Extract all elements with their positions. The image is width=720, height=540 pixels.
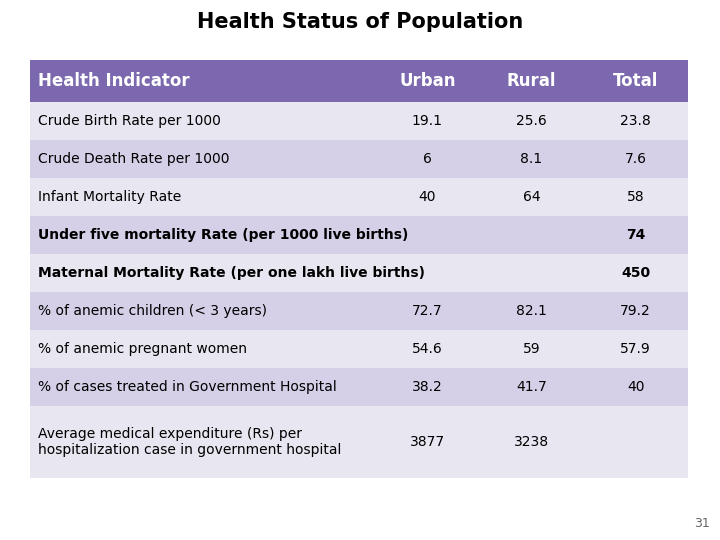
Bar (30, 60, 375, 102)
Text: 54.6: 54.6 (412, 342, 443, 356)
Text: 6: 6 (423, 152, 432, 166)
Bar (375, 60, 480, 102)
Text: 450: 450 (621, 266, 650, 280)
Bar (583, 330, 688, 368)
Bar (583, 368, 688, 406)
Bar (480, 406, 583, 478)
Bar (375, 178, 480, 216)
Bar (480, 178, 583, 216)
Text: % of anemic children (< 3 years): % of anemic children (< 3 years) (38, 304, 267, 318)
Text: Health Indicator: Health Indicator (38, 72, 189, 90)
Bar (583, 292, 688, 330)
Bar (30, 216, 375, 254)
Text: Rural: Rural (507, 72, 556, 90)
Text: 40: 40 (627, 380, 644, 394)
Bar (375, 406, 480, 478)
Text: 23.8: 23.8 (621, 114, 651, 128)
Bar (583, 254, 688, 292)
Text: Under five mortality Rate (per 1000 live births): Under five mortality Rate (per 1000 live… (38, 228, 408, 242)
Text: 31: 31 (694, 517, 710, 530)
Bar (30, 406, 375, 478)
Text: 3877: 3877 (410, 435, 445, 449)
Text: 19.1: 19.1 (412, 114, 443, 128)
Text: 25.6: 25.6 (516, 114, 546, 128)
Bar (583, 102, 688, 140)
Text: 64: 64 (523, 190, 540, 204)
Text: 8.1: 8.1 (521, 152, 542, 166)
Text: 82.1: 82.1 (516, 304, 546, 318)
Text: Crude Birth Rate per 1000: Crude Birth Rate per 1000 (38, 114, 221, 128)
Text: 57.9: 57.9 (621, 342, 651, 356)
Text: 74: 74 (626, 228, 645, 242)
Bar (583, 406, 688, 478)
Bar (30, 178, 375, 216)
Text: Infant Mortality Rate: Infant Mortality Rate (38, 190, 181, 204)
Bar (480, 102, 583, 140)
Text: 41.7: 41.7 (516, 380, 546, 394)
Bar (583, 216, 688, 254)
Text: 58: 58 (627, 190, 644, 204)
Text: 38.2: 38.2 (412, 380, 443, 394)
Text: 7.6: 7.6 (625, 152, 647, 166)
Bar (375, 368, 480, 406)
Bar (375, 140, 480, 178)
Text: Health Status of Population: Health Status of Population (197, 12, 523, 32)
Bar (480, 60, 583, 102)
Bar (480, 292, 583, 330)
Text: Crude Death Rate per 1000: Crude Death Rate per 1000 (38, 152, 230, 166)
Text: 59: 59 (523, 342, 540, 356)
Bar (375, 254, 480, 292)
Bar (30, 140, 375, 178)
Bar (375, 330, 480, 368)
Bar (375, 292, 480, 330)
Text: % of anemic pregnant women: % of anemic pregnant women (38, 342, 247, 356)
Bar (480, 216, 583, 254)
Bar (30, 102, 375, 140)
Bar (480, 254, 583, 292)
Bar (480, 330, 583, 368)
Text: 72.7: 72.7 (412, 304, 443, 318)
Text: Maternal Mortality Rate (per one lakh live births): Maternal Mortality Rate (per one lakh li… (38, 266, 425, 280)
Bar (480, 140, 583, 178)
Text: Average medical expenditure (Rs) per
hospitalization case in government hospital: Average medical expenditure (Rs) per hos… (38, 427, 341, 457)
Bar (30, 368, 375, 406)
Bar (583, 60, 688, 102)
Text: Urban: Urban (399, 72, 456, 90)
Text: % of cases treated in Government Hospital: % of cases treated in Government Hospita… (38, 380, 337, 394)
Text: 79.2: 79.2 (621, 304, 651, 318)
Bar (583, 178, 688, 216)
Bar (30, 292, 375, 330)
Bar (30, 254, 375, 292)
Text: 3238: 3238 (514, 435, 549, 449)
Bar (583, 140, 688, 178)
Bar (375, 102, 480, 140)
Text: Total: Total (613, 72, 658, 90)
Bar (480, 368, 583, 406)
Bar (375, 216, 480, 254)
Bar (30, 330, 375, 368)
Text: 40: 40 (419, 190, 436, 204)
